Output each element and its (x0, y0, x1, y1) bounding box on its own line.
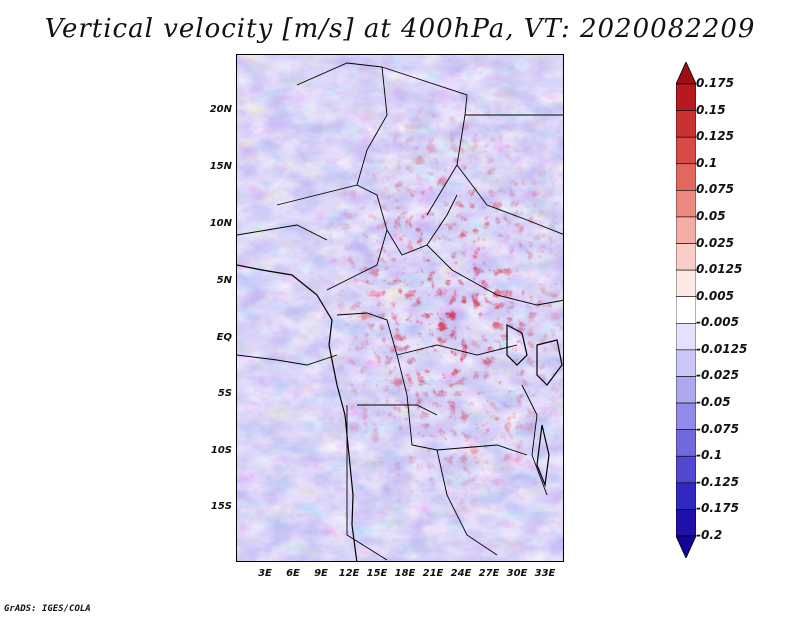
map-title: Vertical velocity [m/s] at 400hPa, VT: 2… (44, 14, 756, 44)
colorbar-label: -0.2 (696, 528, 723, 542)
velocity-field (237, 55, 563, 561)
colorbar-label: 0.0125 (696, 262, 743, 277)
lon-label: 30E (506, 568, 528, 579)
colorbar-band (676, 110, 696, 138)
lon-label: 15E (366, 568, 388, 579)
colorbar-band (676, 296, 696, 324)
lat-label: 15S (210, 501, 232, 512)
colorbar-label: -0.075 (696, 421, 739, 436)
colorbar-band (676, 83, 696, 111)
colorbar-band (676, 136, 696, 165)
lon-label: 12E (338, 568, 360, 579)
lon-label: 27E (478, 568, 500, 579)
lat-label: 20N (209, 104, 232, 115)
colorbar-band (676, 190, 696, 218)
colorbar-label: -0.125 (696, 474, 739, 489)
colorbar-label: 0.15 (696, 102, 726, 117)
colorbar-label: 0.175 (696, 76, 734, 90)
colorbar-label: 0.005 (696, 288, 734, 303)
colorbar-label: 0.05 (696, 208, 726, 223)
convective-cells (237, 55, 563, 561)
colorbar-band (676, 322, 696, 351)
colorbar-band (676, 163, 696, 191)
colorbar-label: -0.005 (696, 315, 739, 330)
colorbar-band (676, 243, 696, 271)
colorbar-label: -0.1 (696, 448, 723, 463)
colorbar-label: -0.175 (696, 501, 739, 516)
colorbar-band (676, 402, 696, 430)
map-panel (236, 54, 564, 562)
colorbar-band (676, 455, 696, 484)
colorbar-label: -0.025 (696, 368, 739, 383)
lat-label: 5N (216, 275, 232, 286)
lon-label: 9E (314, 568, 328, 579)
colorbar-label: 0.125 (696, 129, 734, 144)
colorbar-label: 0.025 (696, 235, 734, 250)
colorbar-band (676, 376, 696, 404)
lat-label: 10S (210, 445, 232, 456)
lon-label: 24E (450, 568, 472, 579)
colorbar-bottom-arrow (676, 535, 696, 558)
lon-label: 18E (394, 568, 416, 579)
colorbar-band (676, 269, 696, 298)
lat-label: 10N (209, 218, 232, 229)
footer-credit: GrADS: IGES/COLA (4, 604, 91, 614)
lat-label: 15N (209, 161, 232, 172)
colorbar-band (676, 482, 696, 510)
colorbar-label: -0.05 (696, 395, 731, 410)
country-borders (237, 62, 563, 561)
colorbar (676, 62, 696, 558)
colorbar-top-arrow (676, 62, 696, 85)
lon-label: 21E (422, 568, 444, 579)
colorbar-label: 0.1 (696, 155, 718, 170)
colorbar-label: 0.075 (696, 182, 734, 197)
coastline (237, 264, 563, 561)
colorbar-band (676, 429, 696, 457)
colorbar-band (676, 216, 696, 244)
lon-label: 3E (258, 568, 272, 579)
colorbar-label: -0.0125 (696, 341, 748, 356)
colorbar-band (676, 509, 696, 537)
colorbar-band (676, 349, 696, 377)
lon-label: 6E (286, 568, 300, 579)
lon-label: 33E (534, 568, 556, 579)
lat-label: EQ (216, 332, 232, 343)
lat-label: 5S (217, 388, 232, 399)
